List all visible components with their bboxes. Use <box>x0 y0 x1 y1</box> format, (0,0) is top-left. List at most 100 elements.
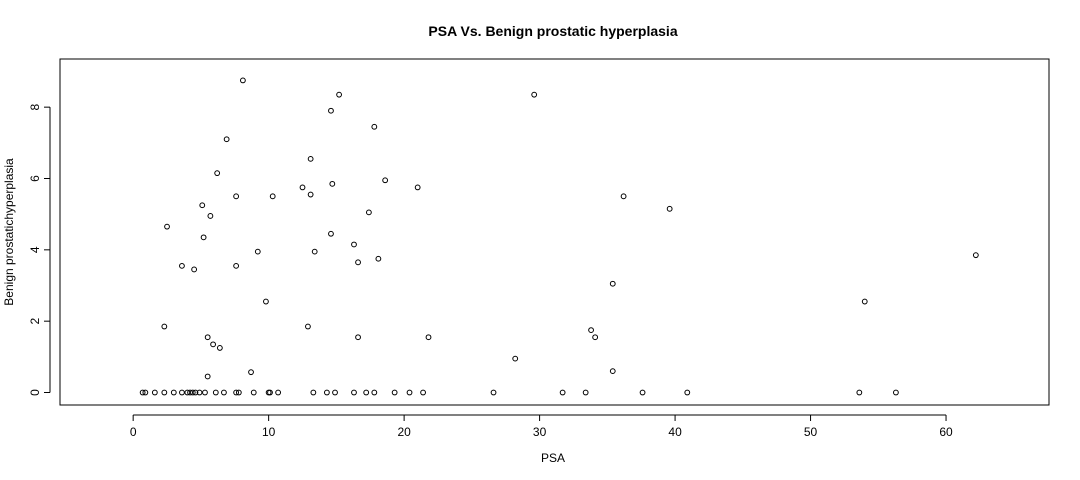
data-point <box>351 241 357 248</box>
x-axis: 0 10 20 30 40 50 60 <box>130 414 953 439</box>
data-point <box>582 389 589 396</box>
y-tick-label: 4 <box>28 246 42 253</box>
data-point <box>609 280 616 287</box>
data-point <box>212 389 219 396</box>
data-point <box>406 389 413 396</box>
data-point <box>214 170 221 177</box>
data-point <box>336 91 342 98</box>
data-point <box>187 389 193 396</box>
data-point <box>355 334 361 341</box>
data-point <box>588 327 594 333</box>
data-point <box>233 262 240 269</box>
data-point <box>425 334 432 341</box>
data-point <box>310 389 317 396</box>
data-point <box>233 389 240 396</box>
data-point <box>192 389 199 396</box>
data-point <box>207 213 214 219</box>
data-point <box>210 341 216 348</box>
data-point <box>189 389 196 396</box>
y-axis-label: Benign prostatichyperplasia <box>2 158 16 306</box>
data-point <box>323 389 330 396</box>
data-point <box>420 389 426 396</box>
data-point <box>250 389 257 396</box>
data-point <box>204 373 211 380</box>
data-point <box>559 389 566 396</box>
data-point <box>329 180 336 187</box>
chart-title: PSA Vs. Benign prostatic hyperplasia <box>428 23 677 39</box>
data-point <box>233 193 240 200</box>
x-tick-label: 30 <box>533 425 547 439</box>
x-tick-label: 40 <box>668 425 682 439</box>
data-point <box>161 323 168 330</box>
data-point <box>263 298 269 305</box>
data-point <box>972 252 979 259</box>
data-point <box>305 323 311 330</box>
data-point <box>199 202 206 209</box>
data-point <box>221 389 227 396</box>
data-point <box>382 177 389 184</box>
data-point <box>512 355 519 362</box>
data-point <box>248 369 254 376</box>
data-point <box>893 389 899 396</box>
data-point <box>620 193 627 200</box>
data-point <box>371 389 378 396</box>
data-point <box>184 389 191 396</box>
y-tick-label: 8 <box>28 103 42 110</box>
data-point <box>196 389 203 396</box>
data-point <box>375 255 382 262</box>
x-tick-label: 20 <box>397 425 411 439</box>
data-point <box>235 389 242 396</box>
x-tick-label: 10 <box>262 425 276 439</box>
x-tick-label: 0 <box>130 425 137 439</box>
data-point <box>861 298 868 305</box>
x-tick-label: 50 <box>804 425 818 439</box>
data-point <box>391 389 398 396</box>
data-point <box>200 234 207 241</box>
data-point <box>191 266 198 273</box>
data-point <box>170 389 177 396</box>
data-point <box>142 389 149 396</box>
plot-frame <box>59 58 1050 406</box>
data-point <box>332 389 338 396</box>
data-point <box>639 389 646 396</box>
data-point <box>161 389 168 396</box>
data-point <box>365 209 372 216</box>
data-point <box>666 205 673 212</box>
data-point <box>307 155 314 162</box>
data-point <box>609 368 616 375</box>
x-axis-label: PSA <box>541 451 565 465</box>
data-point <box>371 123 378 130</box>
data-points <box>139 77 979 396</box>
data-point <box>269 193 276 200</box>
data-point <box>239 77 246 84</box>
y-tick-label: 2 <box>28 318 42 325</box>
data-point <box>179 389 185 396</box>
data-point <box>164 223 170 230</box>
data-point <box>254 248 261 255</box>
data-point <box>351 389 357 396</box>
data-point <box>328 107 334 114</box>
y-axis: 0 2 4 6 8 <box>28 103 51 396</box>
data-point <box>592 334 599 341</box>
data-point <box>204 334 211 341</box>
data-point <box>490 389 497 396</box>
data-point <box>216 345 223 351</box>
data-point <box>311 248 318 255</box>
data-point <box>307 191 314 198</box>
data-point <box>275 389 282 396</box>
y-tick-label: 6 <box>28 175 42 182</box>
data-point <box>202 389 208 396</box>
data-point <box>328 230 334 237</box>
data-point <box>179 262 185 269</box>
data-point <box>531 91 538 98</box>
y-tick-label: 0 <box>28 389 42 396</box>
data-point <box>414 184 421 191</box>
data-point <box>355 259 361 266</box>
data-point <box>267 389 273 396</box>
data-point <box>363 389 370 396</box>
data-point <box>151 389 158 396</box>
data-point <box>684 389 691 396</box>
x-tick-label: 60 <box>939 425 953 439</box>
data-point <box>299 184 306 191</box>
